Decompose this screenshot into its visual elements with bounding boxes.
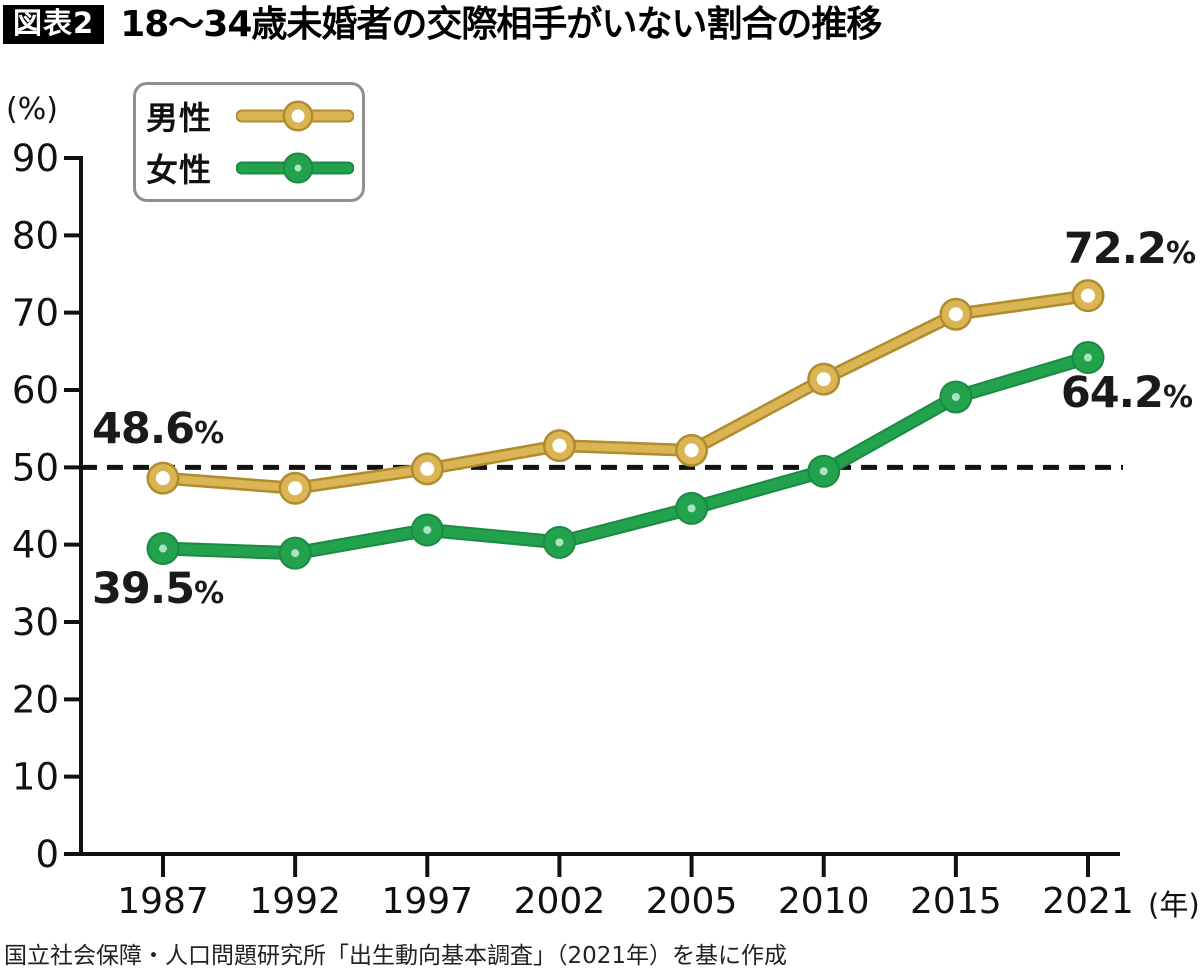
figure-title: 18〜34歳未婚者の交際相手がいない割合の推移	[120, 4, 882, 45]
y-tick-label: 0	[35, 833, 59, 876]
series-line-男性	[159, 291, 1092, 493]
legend-label-male: 男性	[146, 99, 213, 137]
x-tick-label: 1997	[381, 881, 473, 922]
y-tick-label: 30	[12, 601, 59, 644]
y-tick-label: 90	[12, 137, 59, 180]
series-line-女性	[158, 352, 1093, 559]
legend-item-female: 女性	[146, 145, 354, 191]
data-point-女性-2010	[807, 454, 841, 488]
y-tick-label: 70	[12, 292, 59, 335]
legend: 男性 女性	[133, 82, 365, 202]
data-point-男性-1997	[410, 452, 444, 486]
legend-sample-female-line-icon	[236, 152, 354, 184]
legend-sample-male-line-icon	[236, 100, 354, 132]
x-tick-label: 1992	[249, 881, 341, 922]
data-point-女性-1997	[410, 513, 444, 547]
legend-label-female: 女性	[146, 151, 213, 189]
data-point-女性-2002	[542, 525, 576, 559]
y-tick-label: 60	[12, 369, 59, 412]
data-point-女性-1987	[146, 532, 180, 566]
y-tick-label: 80	[12, 214, 59, 257]
data-point-女性-2005	[675, 491, 709, 525]
y-tick-label: 10	[12, 756, 59, 799]
data-point-男性-2015	[939, 297, 973, 331]
data-point-女性-1992	[278, 536, 312, 570]
x-tick-label: 2010	[778, 881, 870, 922]
data-point-男性-1992	[278, 471, 312, 505]
x-tick-label: 2005	[646, 881, 738, 922]
value-label-female-2021: 64.2%	[1060, 368, 1193, 418]
figure-header: 図表2 18〜34歳未婚者の交際相手がいない割合の推移	[3, 4, 882, 45]
y-tick-label: 20	[12, 678, 59, 721]
value-label-male-2021: 72.2%	[1063, 224, 1196, 274]
figure-badge: 図表2	[3, 5, 105, 45]
data-point-女性-2021	[1071, 341, 1105, 375]
x-tick-label: 1987	[117, 881, 209, 922]
y-axis-unit-label: (%)	[6, 92, 58, 127]
data-point-男性-2021	[1071, 279, 1105, 313]
x-axis-unit-label: (年)	[1148, 888, 1200, 922]
data-point-女性-2015	[939, 380, 973, 414]
y-tick-label: 40	[12, 524, 59, 567]
value-label-female-1987: 39.5%	[92, 564, 224, 614]
x-tick-label: 2021	[1042, 881, 1134, 922]
x-tick-label: 2015	[910, 881, 1002, 922]
legend-item-male: 男性	[146, 93, 354, 139]
data-point-男性-1987	[146, 461, 180, 495]
value-label-male-1987: 48.6%	[92, 404, 224, 454]
source-note: 国立社会保障・人口問題研究所「出生動向基本調査」（2021年）を基に作成	[4, 943, 788, 969]
x-tick-label: 2002	[514, 881, 606, 922]
data-point-男性-2005	[675, 433, 709, 467]
data-point-男性-2002	[542, 429, 576, 463]
y-tick-label: 50	[12, 446, 59, 489]
data-point-男性-2010	[807, 362, 841, 396]
